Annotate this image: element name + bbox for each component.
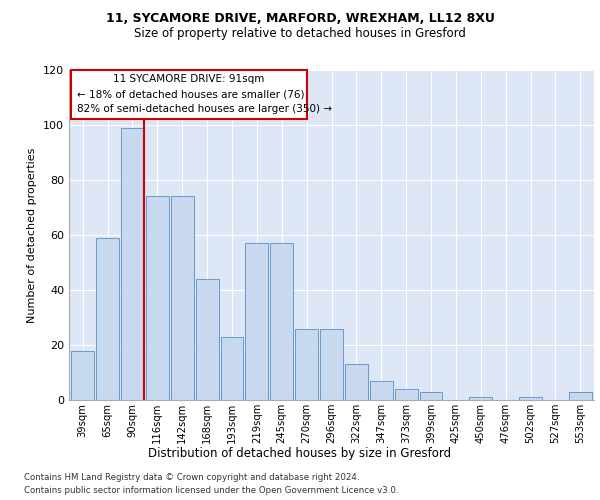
- Text: 11 SYCAMORE DRIVE: 91sqm: 11 SYCAMORE DRIVE: 91sqm: [113, 74, 265, 84]
- Text: Contains HM Land Registry data © Crown copyright and database right 2024.: Contains HM Land Registry data © Crown c…: [24, 472, 359, 482]
- Text: ← 18% of detached houses are smaller (76): ← 18% of detached houses are smaller (76…: [77, 89, 304, 99]
- Bar: [395, 389, 418, 400]
- Y-axis label: Number of detached properties: Number of detached properties: [28, 148, 37, 322]
- Bar: [196, 279, 218, 400]
- Bar: [519, 397, 542, 400]
- FancyBboxPatch shape: [71, 70, 307, 119]
- Bar: [121, 128, 144, 400]
- Text: Size of property relative to detached houses in Gresford: Size of property relative to detached ho…: [134, 28, 466, 40]
- Bar: [469, 397, 492, 400]
- Bar: [171, 196, 194, 400]
- Bar: [295, 328, 318, 400]
- Text: Contains public sector information licensed under the Open Government Licence v3: Contains public sector information licen…: [24, 486, 398, 495]
- Bar: [96, 238, 119, 400]
- Bar: [146, 196, 169, 400]
- Text: 11, SYCAMORE DRIVE, MARFORD, WREXHAM, LL12 8XU: 11, SYCAMORE DRIVE, MARFORD, WREXHAM, LL…: [106, 12, 494, 26]
- Bar: [71, 350, 94, 400]
- Bar: [270, 244, 293, 400]
- Text: 82% of semi-detached houses are larger (350) →: 82% of semi-detached houses are larger (…: [77, 104, 332, 115]
- Bar: [569, 392, 592, 400]
- Bar: [221, 337, 244, 400]
- Text: Distribution of detached houses by size in Gresford: Distribution of detached houses by size …: [148, 448, 452, 460]
- Bar: [320, 328, 343, 400]
- Bar: [370, 381, 393, 400]
- Bar: [419, 392, 442, 400]
- Bar: [245, 244, 268, 400]
- Bar: [345, 364, 368, 400]
